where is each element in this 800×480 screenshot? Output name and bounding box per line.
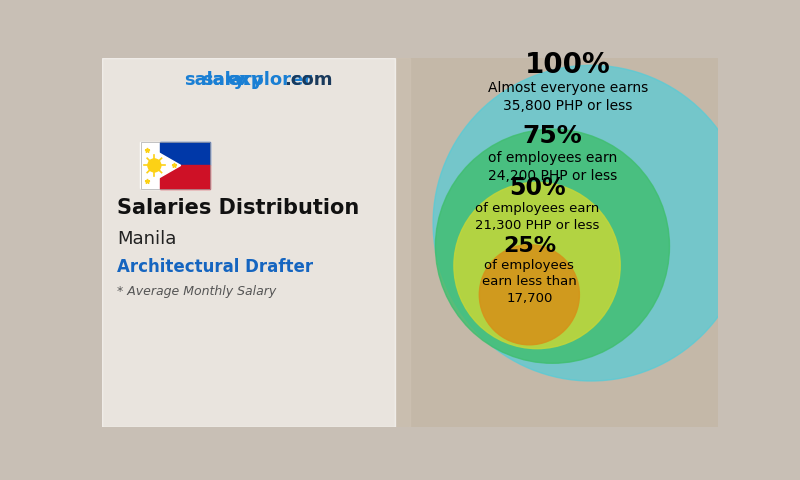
Text: of employees earn
24,200 PHP or less: of employees earn 24,200 PHP or less <box>488 151 617 182</box>
Text: 75%: 75% <box>522 124 582 148</box>
Text: salary: salary <box>202 72 263 89</box>
Circle shape <box>454 182 620 348</box>
Bar <box>141 142 210 189</box>
Bar <box>141 142 210 189</box>
Text: explorer: explorer <box>227 72 312 89</box>
Text: of employees earn
21,300 PHP or less: of employees earn 21,300 PHP or less <box>475 203 599 232</box>
Bar <box>102 58 410 427</box>
Bar <box>160 166 210 189</box>
Text: salaryexplorer: salaryexplorer <box>202 72 349 89</box>
Text: salary: salary <box>185 72 246 89</box>
Circle shape <box>479 245 579 345</box>
Text: 100%: 100% <box>525 51 610 79</box>
Text: 25%: 25% <box>502 236 556 256</box>
Text: Manila: Manila <box>118 230 177 248</box>
Text: Almost everyone earns
35,800 PHP or less: Almost everyone earns 35,800 PHP or less <box>488 82 648 113</box>
Circle shape <box>148 159 161 172</box>
Text: 50%: 50% <box>509 176 566 200</box>
Text: Architectural Drafter: Architectural Drafter <box>118 258 314 276</box>
Bar <box>160 142 210 166</box>
Circle shape <box>433 65 749 381</box>
Polygon shape <box>141 142 181 189</box>
Bar <box>102 58 394 427</box>
Circle shape <box>435 129 670 363</box>
Text: of employees
earn less than
17,700: of employees earn less than 17,700 <box>482 259 577 305</box>
Text: .com: .com <box>284 72 332 89</box>
Text: * Average Monthly Salary: * Average Monthly Salary <box>118 285 277 298</box>
Text: Salaries Distribution: Salaries Distribution <box>118 198 360 218</box>
